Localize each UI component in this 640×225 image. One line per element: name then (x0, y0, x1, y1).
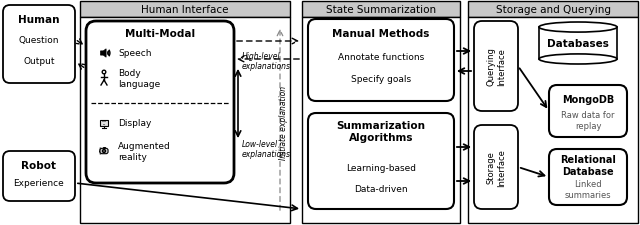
Text: Low-level
explanations: Low-level explanations (242, 139, 291, 159)
Text: Learning-based: Learning-based (346, 164, 416, 173)
Text: Querying
Interface: Querying Interface (486, 47, 506, 86)
Text: Annotate functions: Annotate functions (338, 53, 424, 62)
Text: Linked
summaries: Linked summaries (564, 180, 611, 199)
FancyBboxPatch shape (549, 86, 627, 137)
Circle shape (103, 151, 105, 152)
Text: High-level
explanations: High-level explanations (242, 52, 291, 71)
Bar (539, 28, 617, 60)
FancyBboxPatch shape (474, 22, 518, 112)
FancyBboxPatch shape (100, 149, 108, 154)
Text: Human: Human (19, 15, 60, 25)
Text: MongoDB: MongoDB (562, 94, 614, 105)
FancyBboxPatch shape (308, 113, 454, 209)
FancyBboxPatch shape (86, 22, 234, 183)
Text: Initiate explanation: Initiate explanation (280, 86, 289, 159)
FancyBboxPatch shape (549, 149, 627, 205)
Text: Human Interface: Human Interface (141, 5, 228, 15)
Text: Raw data for
replay: Raw data for replay (561, 111, 615, 130)
Ellipse shape (539, 23, 617, 33)
Text: Output: Output (23, 57, 55, 66)
Bar (468, 18, 638, 223)
Text: Display: Display (118, 119, 152, 128)
Text: State Summarization: State Summarization (326, 5, 436, 15)
Bar (468, 2, 638, 18)
Text: Body
language: Body language (118, 69, 160, 88)
Text: Multi-Modal: Multi-Modal (125, 29, 195, 39)
FancyBboxPatch shape (308, 20, 454, 101)
Text: Relational
Database: Relational Database (560, 155, 616, 176)
FancyBboxPatch shape (474, 126, 518, 209)
Text: Databases: Databases (547, 39, 609, 49)
Text: Specify goals: Specify goals (351, 75, 411, 84)
Bar (80, 18, 290, 223)
Ellipse shape (539, 55, 617, 65)
Text: Speech: Speech (118, 49, 152, 58)
FancyBboxPatch shape (3, 6, 75, 84)
Polygon shape (100, 50, 106, 58)
Text: Summarization
Algorithms: Summarization Algorithms (337, 121, 426, 142)
Text: Data-driven: Data-driven (354, 185, 408, 194)
Bar (100, 121, 108, 126)
Bar (302, 2, 460, 18)
Bar (80, 2, 290, 18)
Text: Storage
Interface: Storage Interface (486, 148, 506, 186)
FancyBboxPatch shape (3, 151, 75, 201)
Bar (102, 148, 106, 149)
Text: Storage and Querying: Storage and Querying (495, 5, 611, 15)
Text: Robot: Robot (22, 160, 56, 170)
Bar (102, 123, 106, 124)
Text: Manual Methods: Manual Methods (332, 29, 429, 39)
Circle shape (102, 150, 106, 153)
Text: Question: Question (19, 35, 60, 44)
Text: Experience: Experience (13, 179, 65, 188)
Bar (302, 18, 460, 223)
Text: Augmented
reality: Augmented reality (118, 142, 171, 161)
